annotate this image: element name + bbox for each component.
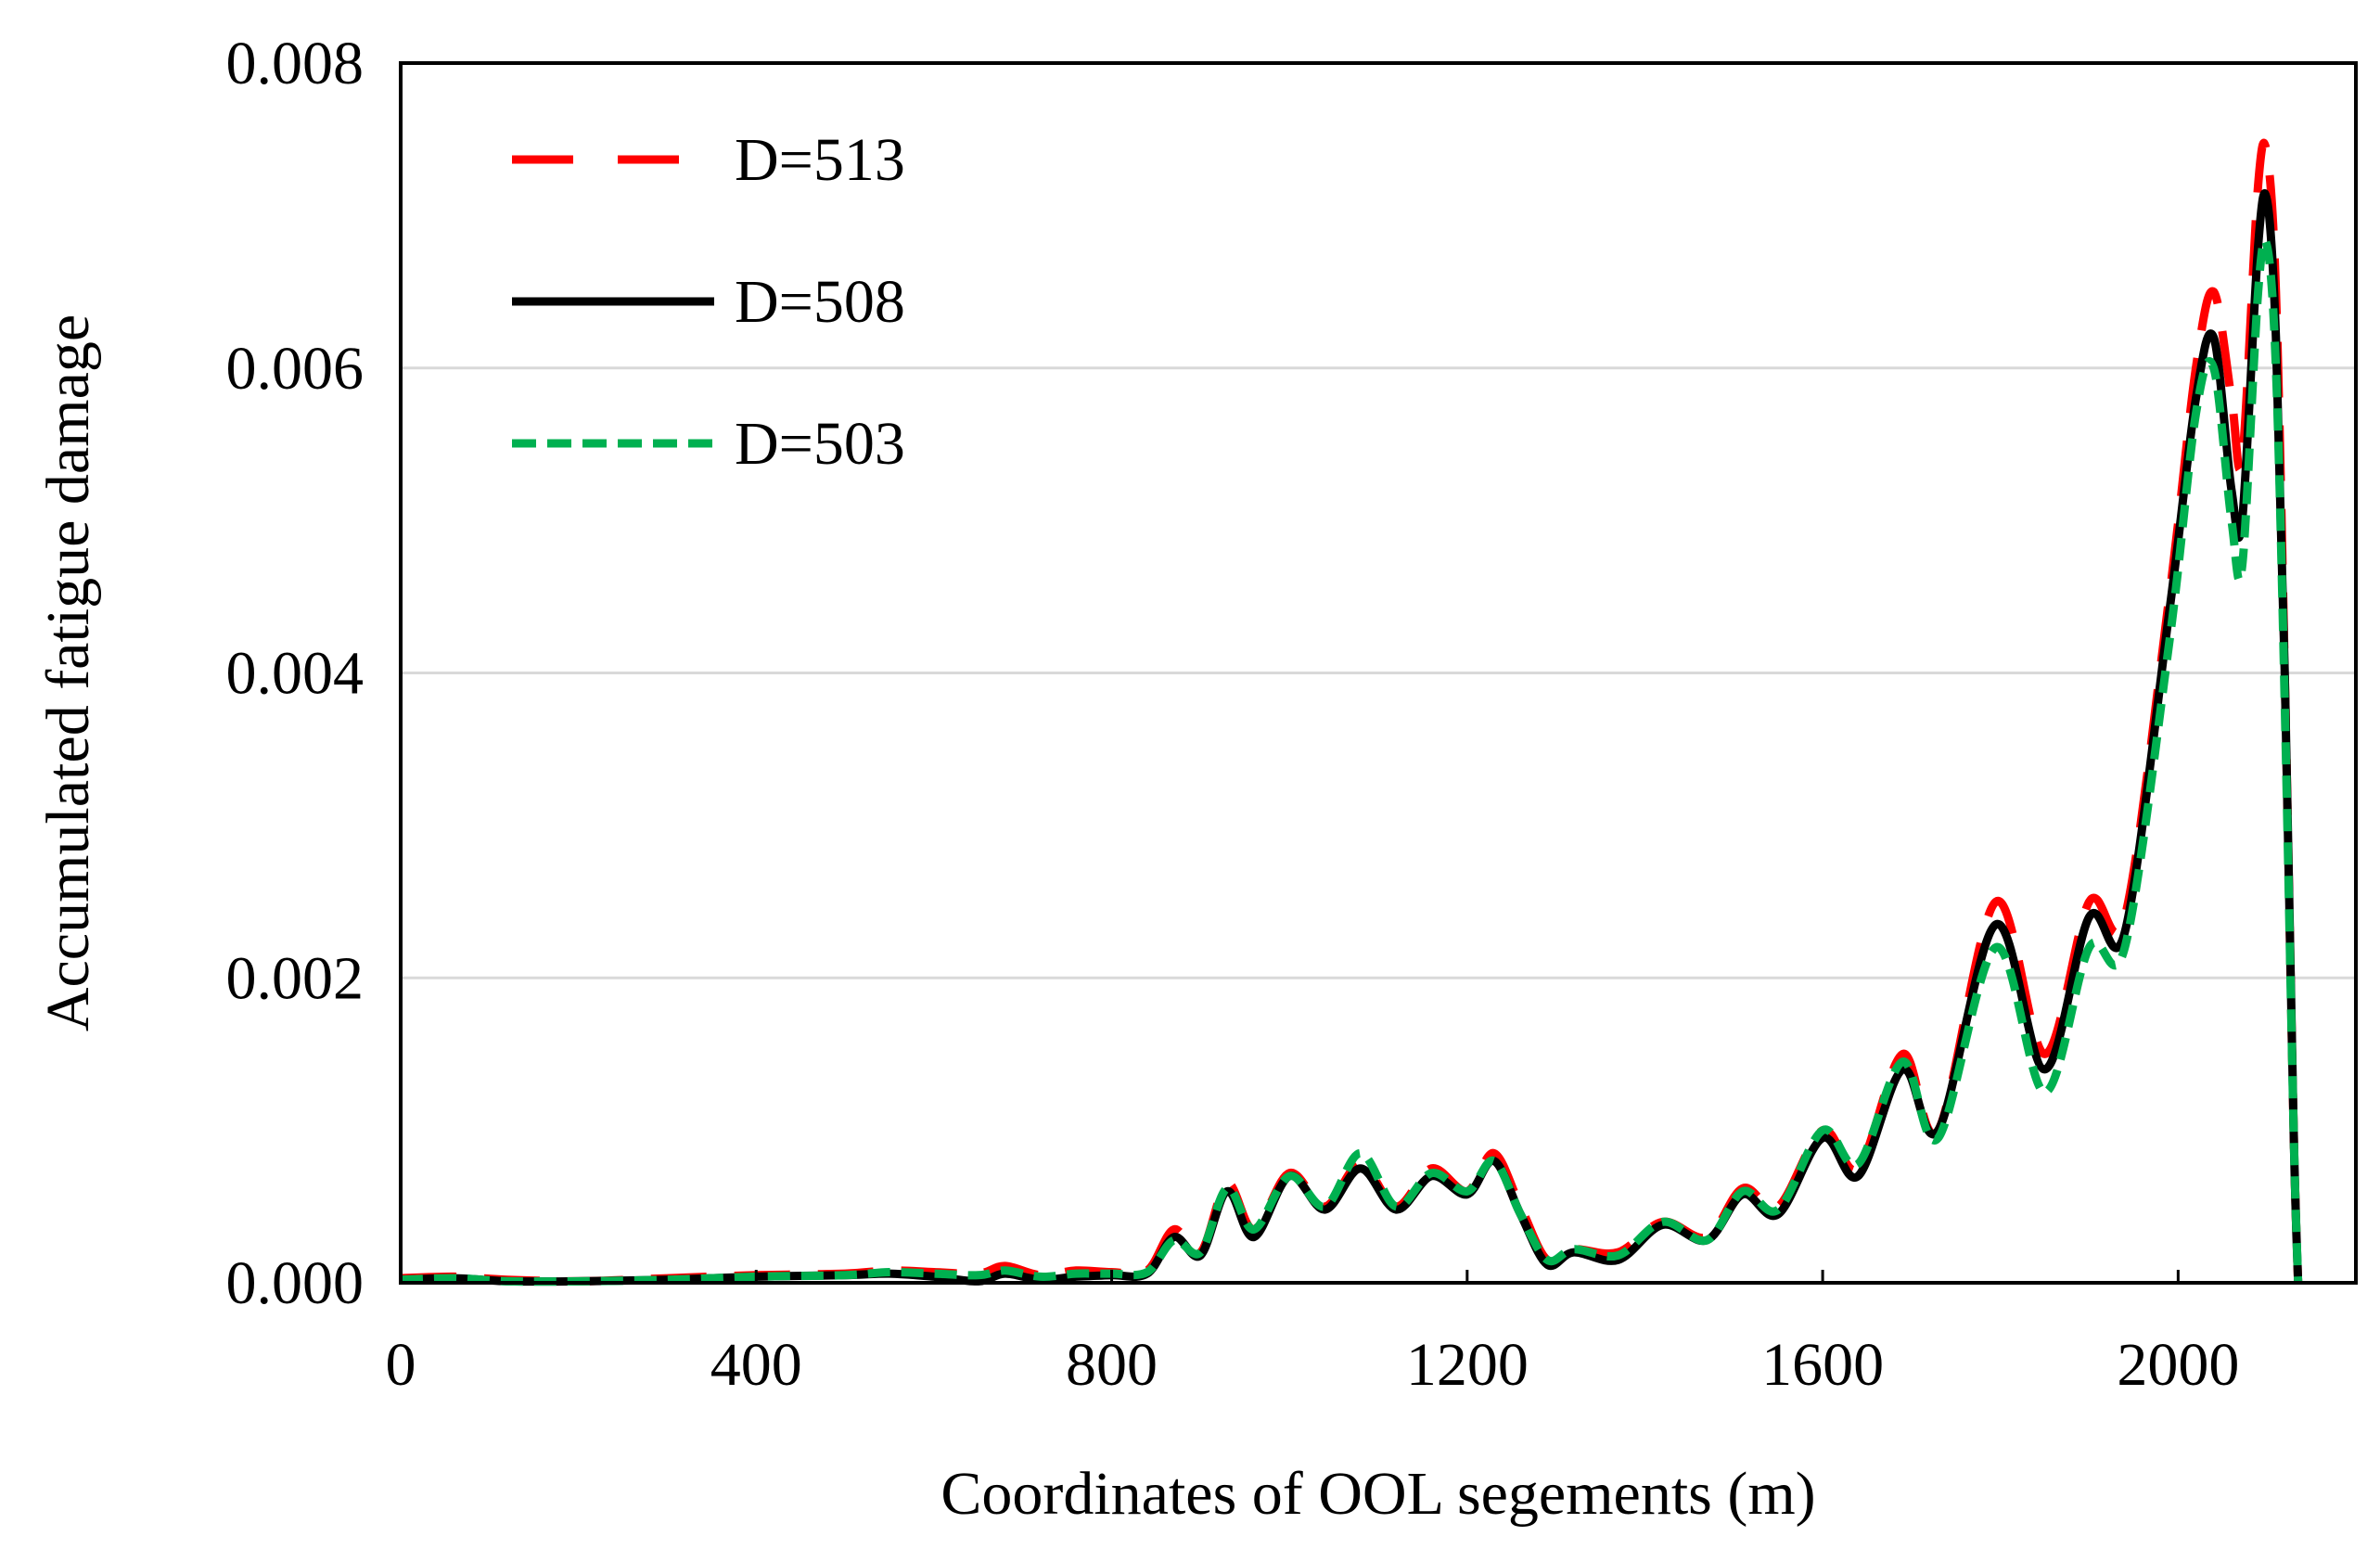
x-tick-label: 400 [710,1331,802,1399]
legend-label: D=513 [735,126,905,194]
x-tick-label: 0 [386,1331,416,1399]
gridlines [401,366,2356,979]
plot-frame [399,61,2358,1285]
y-tick-label: 0.004 [226,640,365,708]
series-line-d-503 [400,236,2303,1287]
legend-label: D=508 [735,268,905,336]
x-tick-label: 2000 [2117,1331,2239,1399]
series-line-d-508 [400,188,2303,1287]
y-tick-label: 0.006 [226,335,365,403]
legend: D=513 D=508 D=503 [512,126,905,478]
y-tick-label: 0.002 [226,944,365,1012]
y-axis-ticks: 0.000 0.002 0.004 0.006 0.008 [226,30,365,1317]
x-tick-label: 1600 [1761,1331,1884,1399]
x-tick-label: 800 [1066,1331,1158,1399]
legend-label: D=503 [735,410,905,478]
y-tick-label: 0.000 [226,1249,365,1317]
series-line-d-513 [400,138,2303,1286]
x-axis-ticks: 0 400 800 1200 1600 2000 [386,1270,2239,1399]
y-tick-label: 0.008 [226,30,365,97]
y-axis-title: Accumulated fatigue damage [34,314,102,1031]
series-layer [400,138,2303,1287]
x-axis-title: Coordinates of OOL segements (m) [940,1460,1815,1528]
x-tick-label: 1200 [1406,1331,1529,1399]
